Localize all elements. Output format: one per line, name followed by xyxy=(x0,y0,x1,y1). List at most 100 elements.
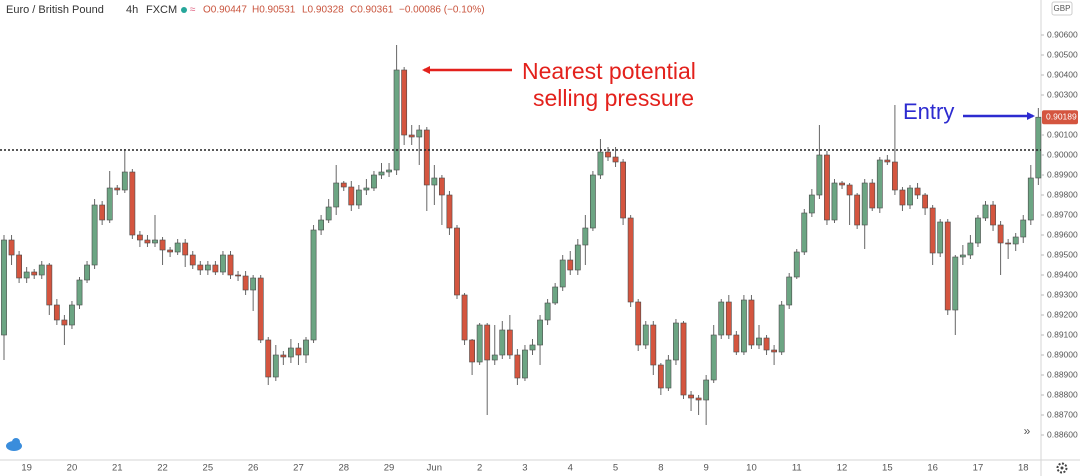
candle-body xyxy=(1005,242,1012,245)
candle-body xyxy=(756,337,762,346)
x-tick-label: 5 xyxy=(613,463,618,474)
candle-body xyxy=(114,187,121,191)
candle-body xyxy=(227,254,234,276)
candle-body xyxy=(491,354,498,361)
candle-body xyxy=(461,294,468,341)
candle-body xyxy=(386,169,392,173)
cloud-icon[interactable] xyxy=(6,438,22,451)
header: Euro / British Pound 4h FXCM ≈ O0.90447 … xyxy=(6,4,485,16)
candle-body xyxy=(23,271,30,279)
candle-body xyxy=(529,344,536,351)
candle-body xyxy=(174,242,181,253)
candle-body xyxy=(763,337,770,351)
price-tag-label: 0.90189 xyxy=(1046,111,1077,121)
symbol: Euro / British Pound xyxy=(6,4,104,16)
candle-body xyxy=(506,329,513,356)
x-tick-label: 21 xyxy=(112,463,123,474)
y-tick-label: 0.90300 xyxy=(1047,89,1078,99)
x-tick-label: 28 xyxy=(338,463,349,474)
candle-body xyxy=(582,227,589,246)
candle-body xyxy=(38,264,45,276)
candle-body xyxy=(129,171,136,236)
candle-body xyxy=(612,156,619,163)
candle-body xyxy=(861,182,868,226)
interval: 4h xyxy=(126,4,138,16)
candle-body xyxy=(725,301,732,336)
candle-body xyxy=(824,154,830,221)
candle-body xyxy=(891,161,898,191)
candle-body xyxy=(454,227,460,296)
annotation-text: selling pressure xyxy=(533,85,694,111)
candle-body xyxy=(280,354,287,358)
price-tag xyxy=(1042,110,1078,125)
candle-body xyxy=(846,184,853,196)
candle-body xyxy=(695,397,702,401)
candle-body xyxy=(1035,116,1042,179)
candle-body xyxy=(665,359,672,389)
candle-body xyxy=(831,182,838,221)
candle-body xyxy=(250,277,257,291)
x-tick-label: 27 xyxy=(293,463,304,474)
x-tick-label: 11 xyxy=(792,463,802,474)
candle-body xyxy=(431,177,438,186)
x-tick-label: 18 xyxy=(1018,463,1029,474)
candle-body xyxy=(61,319,68,326)
x-tick-label: 20 xyxy=(67,463,78,474)
y-tick-label: 0.88900 xyxy=(1047,369,1078,379)
status-icon: ≈ xyxy=(190,5,196,16)
x-tick-label: 12 xyxy=(837,463,848,474)
scroll-button[interactable]: » xyxy=(1024,424,1031,438)
candle-body xyxy=(416,129,423,138)
candle-body xyxy=(574,244,581,271)
candle-body xyxy=(423,129,430,186)
candle-body xyxy=(287,347,294,358)
candle-body xyxy=(884,159,891,163)
candle-body xyxy=(944,221,951,311)
y-tick-label: 0.90500 xyxy=(1047,49,1078,59)
x-tick-label: 8 xyxy=(658,463,663,474)
candle-body xyxy=(408,134,415,138)
candle-body xyxy=(937,221,944,254)
candle-body xyxy=(688,394,694,399)
candle-body xyxy=(355,189,362,206)
y-tick-label: 0.89800 xyxy=(1047,189,1078,199)
candle-body xyxy=(771,349,777,353)
y-tick-label: 0.89200 xyxy=(1047,309,1078,319)
candle-body xyxy=(786,276,793,306)
candle-body xyxy=(559,259,566,288)
x-tick-label: 3 xyxy=(522,463,527,474)
y-tick-label: 0.90000 xyxy=(1047,149,1078,159)
candle-body xyxy=(106,187,113,221)
candle-body xyxy=(348,186,355,206)
annotation-text: Nearest potential xyxy=(522,58,696,84)
x-tick-label: 26 xyxy=(248,463,259,474)
candle-body xyxy=(318,219,324,231)
candle-body xyxy=(84,264,90,281)
candle-body xyxy=(242,275,249,291)
candle-body xyxy=(76,279,83,306)
candle-body xyxy=(899,189,906,206)
candle-body xyxy=(371,174,377,189)
candle-body xyxy=(733,334,740,353)
candle-body xyxy=(159,239,166,251)
candle-body xyxy=(182,242,189,256)
candle-body xyxy=(484,324,491,361)
y-tick-label: 0.89100 xyxy=(1047,329,1078,339)
candle-body xyxy=(876,159,883,209)
x-tick-label: 25 xyxy=(203,463,214,474)
candle-body xyxy=(272,354,279,378)
y-tick-label: 0.89700 xyxy=(1047,209,1078,219)
candle-body xyxy=(589,174,596,229)
candle-body xyxy=(854,194,861,226)
candle-body xyxy=(1020,219,1027,238)
y-tick-label: 0.88800 xyxy=(1047,389,1078,399)
candle-body xyxy=(801,212,808,253)
candle-body xyxy=(650,324,657,366)
x-tick-label: 19 xyxy=(21,463,32,474)
candle-body xyxy=(333,182,340,208)
currency-box[interactable] xyxy=(1051,1,1073,16)
candle-body xyxy=(325,206,332,221)
settings-gear[interactable] xyxy=(1056,462,1068,474)
candle-body xyxy=(499,329,506,356)
x-tick-label: 2 xyxy=(477,463,482,474)
